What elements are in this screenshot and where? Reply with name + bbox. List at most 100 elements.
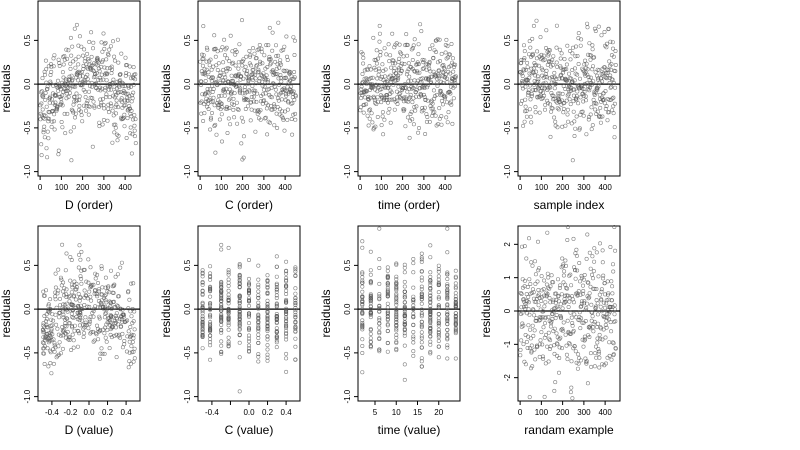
data-point (234, 100, 239, 105)
data-point (256, 69, 261, 74)
data-point (360, 318, 365, 323)
data-point (436, 344, 441, 349)
data-point (279, 62, 284, 67)
data-point (588, 112, 593, 117)
data-point (374, 61, 379, 66)
data-point (215, 49, 220, 54)
data-point (406, 79, 411, 84)
data-point (534, 316, 539, 321)
data-point (85, 99, 90, 104)
data-point (386, 83, 391, 88)
data-point (555, 64, 560, 69)
data-point (581, 113, 586, 118)
data-point (432, 96, 437, 101)
data-point (274, 274, 279, 279)
data-point (398, 50, 403, 55)
data-point (609, 357, 614, 362)
data-point (71, 110, 76, 115)
data-point (451, 62, 456, 67)
data-point (411, 336, 416, 341)
data-point (563, 263, 568, 268)
data-point (525, 65, 530, 70)
data-point (86, 326, 91, 331)
data-point (439, 51, 444, 56)
data-point (114, 355, 119, 360)
data-point (51, 361, 56, 366)
data-point (560, 326, 565, 331)
data-point (83, 315, 88, 320)
data-point (225, 106, 230, 111)
data-point (112, 333, 117, 338)
data-point (609, 298, 614, 303)
data-point (578, 43, 583, 48)
data-point (239, 115, 244, 120)
data-point (445, 305, 450, 310)
data-point (368, 75, 373, 80)
data-point (545, 230, 550, 235)
data-point (38, 90, 43, 95)
data-point (613, 346, 618, 351)
data-point (532, 259, 537, 264)
data-point (427, 66, 432, 71)
data-point (74, 22, 79, 27)
data-point (419, 324, 424, 329)
points (198, 18, 298, 162)
data-point (453, 331, 458, 336)
data-point (402, 265, 407, 270)
data-point (555, 125, 560, 130)
data-point (284, 337, 289, 342)
data-point (527, 346, 532, 351)
data-point (533, 88, 538, 93)
data-point (554, 312, 559, 317)
data-point (436, 75, 441, 80)
data-point (240, 91, 245, 96)
data-point (548, 324, 553, 329)
data-point (251, 94, 256, 99)
data-point (256, 67, 261, 72)
data-point (235, 107, 240, 112)
data-point (87, 289, 92, 294)
data-point (451, 69, 456, 74)
data-point (274, 335, 279, 340)
data-point (532, 347, 537, 352)
data-point (612, 225, 617, 230)
data-point (605, 118, 610, 123)
data-point (612, 303, 617, 308)
data-point (69, 302, 74, 307)
data-point (588, 284, 593, 289)
data-point (589, 272, 594, 277)
data-point (226, 277, 231, 282)
data-point (547, 84, 552, 89)
data-point (65, 309, 70, 314)
data-point (597, 68, 602, 73)
data-point (108, 300, 113, 305)
data-point (595, 340, 600, 345)
data-point (126, 306, 131, 311)
data-point (377, 297, 382, 302)
data-point (120, 331, 125, 336)
data-point (87, 104, 92, 109)
data-point (85, 304, 90, 309)
data-point (289, 89, 294, 94)
data-point (601, 327, 606, 332)
data-point (284, 356, 289, 361)
data-point (555, 353, 560, 358)
data-point (587, 291, 592, 296)
data-point (453, 286, 458, 291)
data-point (208, 313, 213, 318)
data-point (97, 124, 102, 129)
x-tick-label: 0 (198, 183, 203, 192)
data-point (553, 291, 558, 296)
data-point (97, 287, 102, 292)
data-point (435, 37, 440, 42)
data-point (584, 61, 589, 66)
data-point (226, 298, 231, 303)
data-point (530, 51, 535, 56)
data-point (218, 73, 223, 78)
data-point (128, 125, 133, 130)
data-point (57, 340, 62, 345)
data-point (89, 298, 94, 303)
data-point (540, 85, 545, 90)
data-point (130, 339, 135, 344)
data-point (394, 312, 399, 317)
